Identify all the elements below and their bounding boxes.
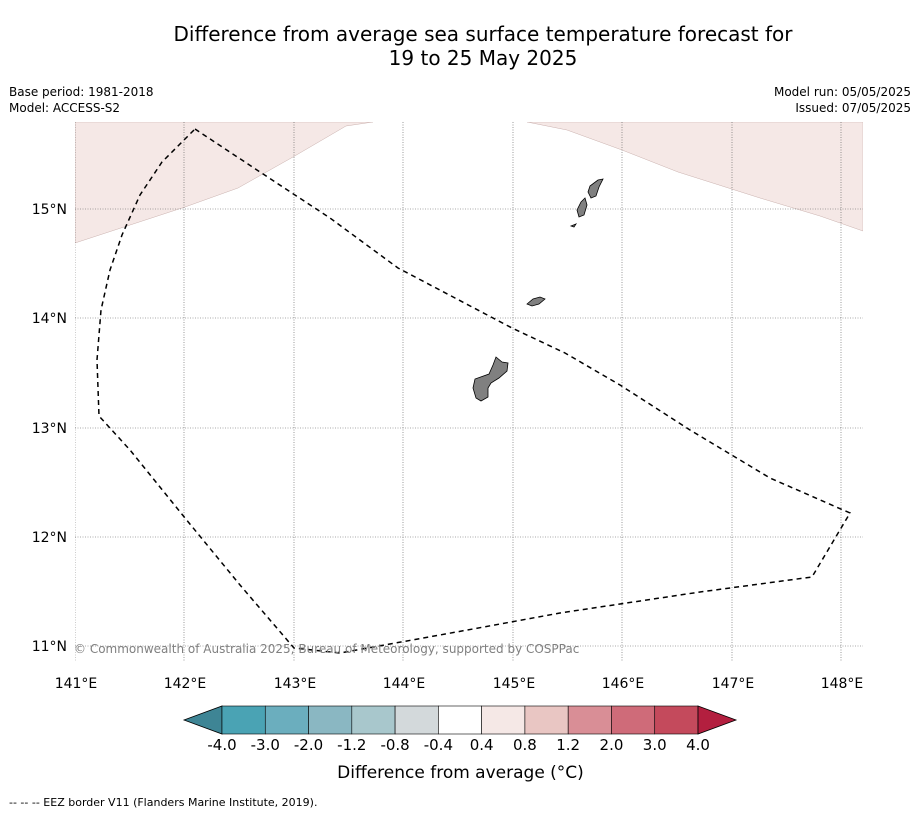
colorbar-cell <box>481 705 526 735</box>
colorbar-cell <box>351 705 396 735</box>
model-run: Model run: 05/05/2025 <box>773 85 911 99</box>
lon-labels: 141°E 142°E 143°E 144°E 145°E 146°E 147°… <box>55 676 864 692</box>
colorbar-tick-label: -0.4 <box>423 736 453 754</box>
map-title: Difference from average sea surface temp… <box>0 22 919 70</box>
colorbar-cell <box>611 705 656 735</box>
eez-legend: -- -- -- EEZ border V11 (Flanders Marine… <box>9 796 318 809</box>
copyright-text: © Commonwealth of Australia 2025, Bureau… <box>74 642 579 656</box>
colorbar-ticks: -4.0 -3.0 -2.0 -1.2 -0.8 -0.4 0.4 0.8 1.2 2.0 3.0 4… <box>0 736 919 756</box>
colorbar-cell <box>567 705 612 735</box>
eez-border <box>96 128 852 654</box>
anomaly-region-northwest <box>75 122 374 244</box>
lat-label-14: 14°N <box>32 311 67 327</box>
base-period: Base period: 1981-2018 <box>9 85 154 99</box>
lat-label-11: 11°N <box>32 639 67 655</box>
colorbar-tick-label: -1.2 <box>337 736 367 754</box>
model-name: Model: ACCESS-S2 <box>9 101 121 115</box>
colorbar-tick-label: -4.0 <box>207 736 237 754</box>
lat-label-12: 12°N <box>32 530 67 546</box>
lon-label-142: 142°E <box>164 676 207 692</box>
lon-label-147: 147°E <box>712 676 755 692</box>
lon-label-146: 146°E <box>602 676 645 692</box>
issued-date: Issued: 07/05/2025 <box>795 101 911 115</box>
colorbar-cell <box>221 705 266 735</box>
title-line-2: 19 to 25 May 2025 <box>388 46 578 70</box>
colorbar-cell <box>264 705 309 735</box>
colorbar <box>182 705 738 735</box>
colorbar-cell <box>438 705 482 735</box>
colorbar-tick-label: 0.8 <box>512 736 537 754</box>
anomaly-region-northeast <box>526 122 863 232</box>
lat-labels: 15°N 14°N 13°N 12°N 11°N <box>32 202 67 655</box>
meta-right: Model run: 05/05/2025 Issued: 07/05/2025 <box>774 84 911 116</box>
lon-label-141: 141°E <box>55 676 98 692</box>
colorbar-tick-label: 2.0 <box>599 736 624 754</box>
lat-label-15: 15°N <box>32 202 67 218</box>
grid-lines <box>75 122 863 662</box>
colorbar-tick-label: 3.0 <box>642 736 667 754</box>
colorbar-over-arrow <box>697 705 738 735</box>
colorbar-tick-label: 1.2 <box>556 736 581 754</box>
rota-island <box>526 296 546 307</box>
lon-label-143: 143°E <box>274 676 317 692</box>
colorbar-under-arrow <box>182 705 223 735</box>
lon-label-144: 144°E <box>383 676 426 692</box>
tinian-island <box>576 197 588 218</box>
colorbar-tick-label: -0.8 <box>380 736 410 754</box>
lon-label-145: 145°E <box>493 676 536 692</box>
colorbar-tick-label: -3.0 <box>250 736 280 754</box>
colorbar-cell <box>394 705 439 735</box>
title-line-1: Difference from average sea surface temp… <box>173 22 793 46</box>
colorbar-label: Difference from average (°C) <box>337 763 584 783</box>
guam-island <box>472 356 509 402</box>
colorbar-cell <box>524 705 569 735</box>
lon-label-148: 148°E <box>821 676 864 692</box>
colorbar-tick-label: 4.0 <box>686 736 710 754</box>
meta-left: Base period: 1981-2018 Model: ACCESS-S2 <box>9 84 154 116</box>
colorbar-tick-label: -2.0 <box>293 736 324 754</box>
lat-label-13: 13°N <box>32 421 67 437</box>
colorbar-tick-label: 0.4 <box>469 736 494 754</box>
aguijan-islet <box>569 223 578 228</box>
saipan-island <box>587 178 604 199</box>
colorbar-cell <box>654 705 699 735</box>
colorbar-cell <box>308 705 353 735</box>
